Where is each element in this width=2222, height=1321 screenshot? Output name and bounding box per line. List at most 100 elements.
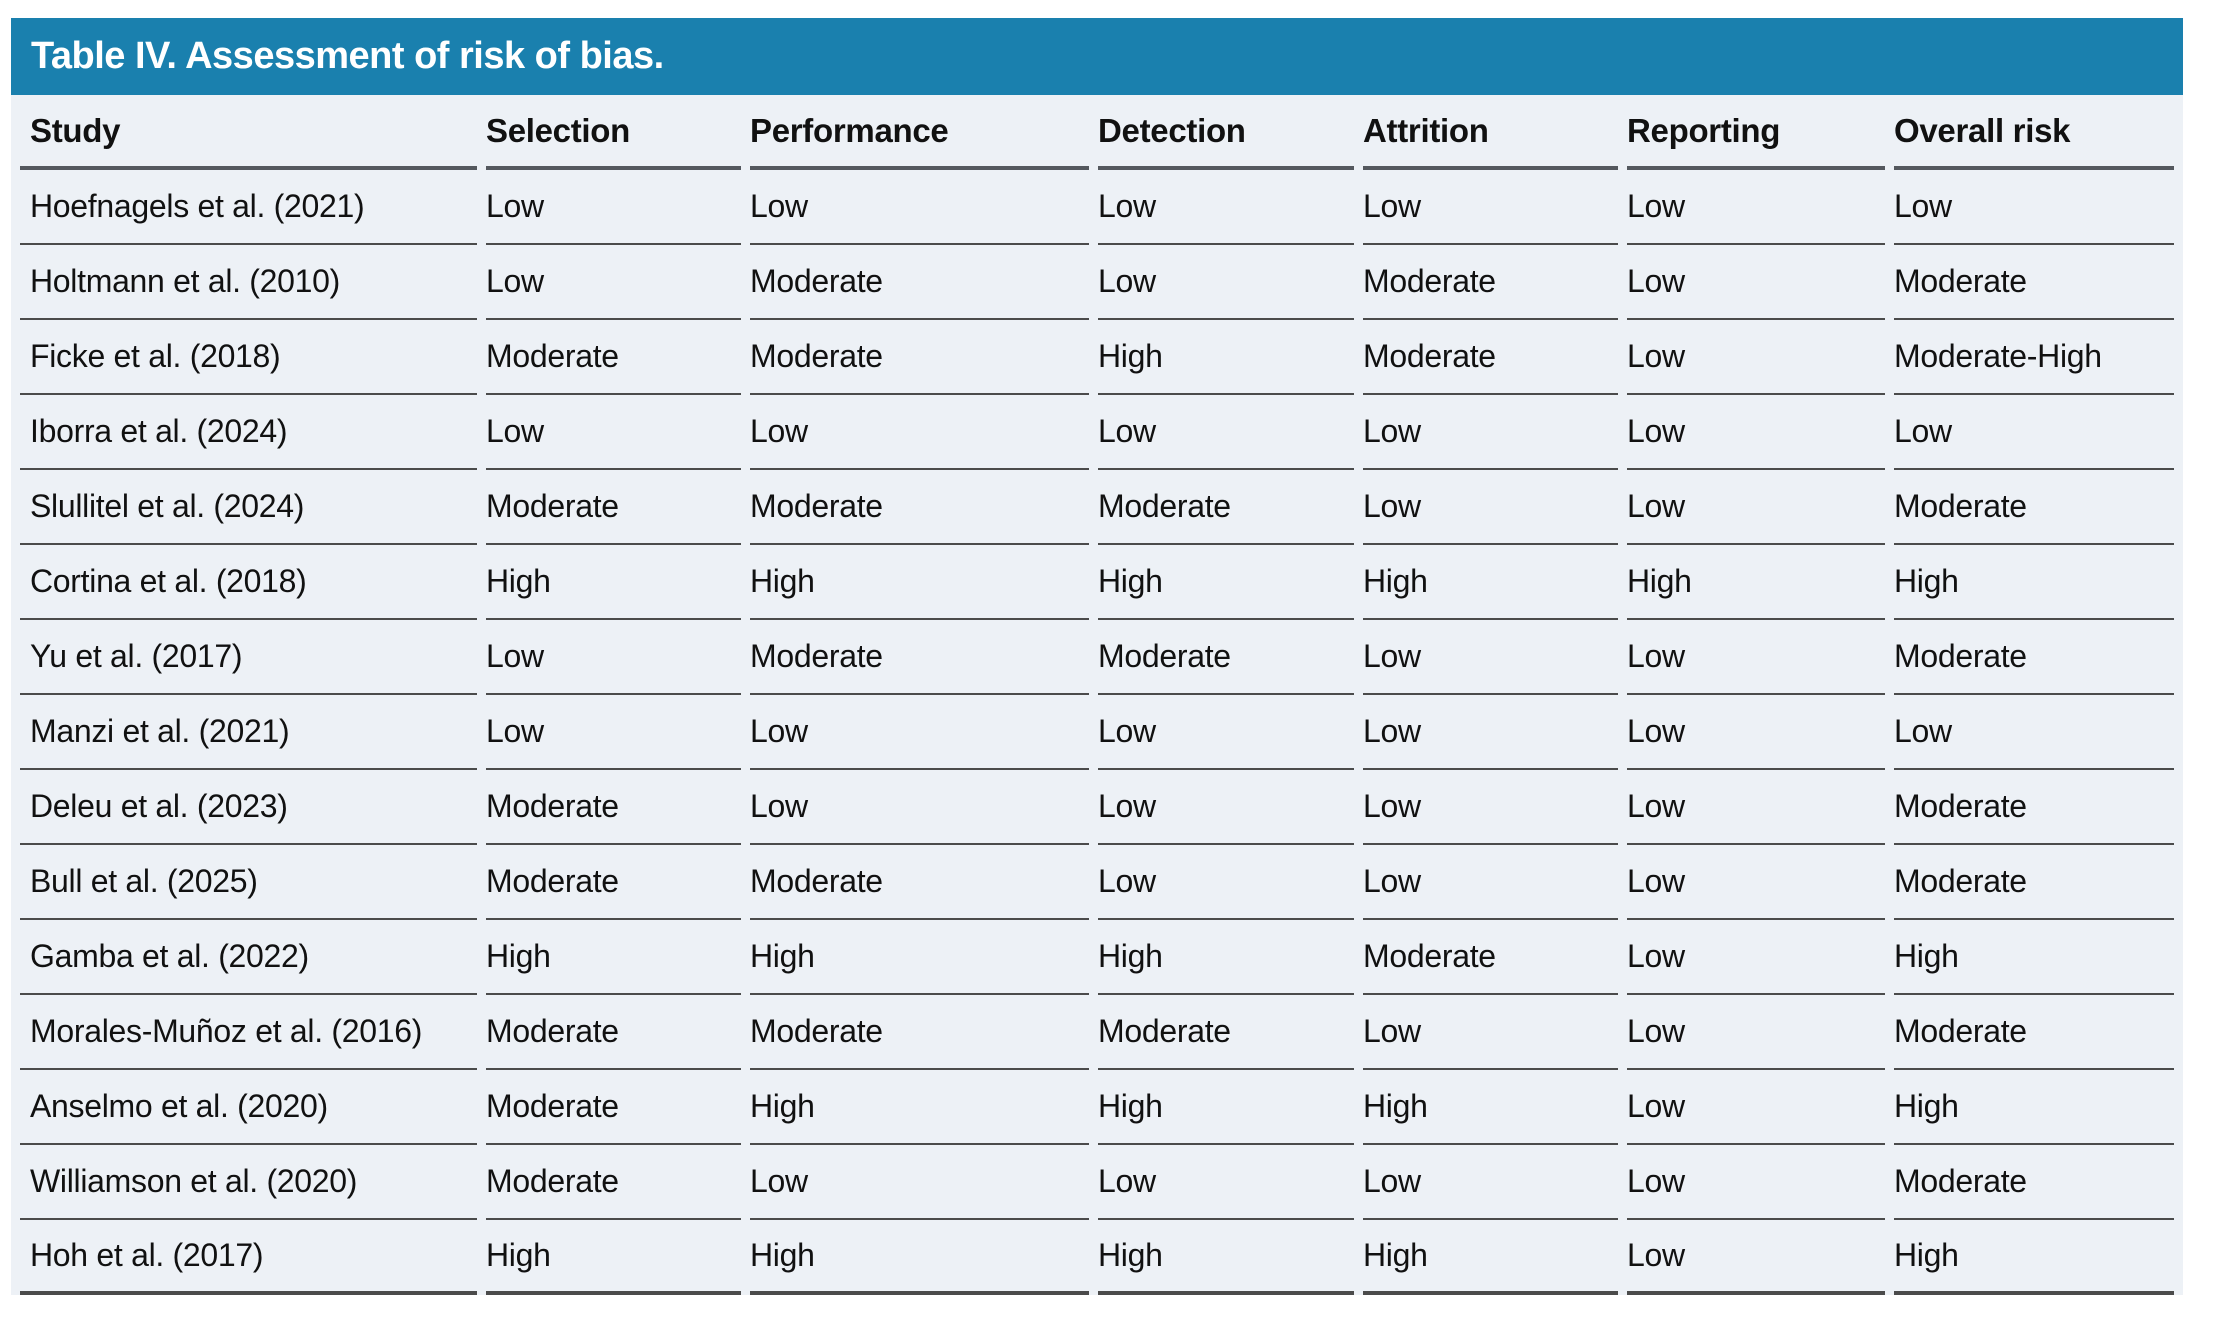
risk-cell: High <box>1363 545 1618 620</box>
column-header-selection: Selection <box>486 95 741 170</box>
risk-cell: Low <box>1363 770 1618 845</box>
risk-cell: Low <box>1627 170 1885 245</box>
risk-cell: Low <box>1627 395 1885 470</box>
risk-cell: Low <box>1363 170 1618 245</box>
risk-cell: High <box>750 545 1089 620</box>
table-row: Cortina et al. (2018) High High High High Hig… <box>20 545 2174 620</box>
risk-cell: Moderate <box>750 470 1089 545</box>
risk-cell: Low <box>1363 995 1618 1070</box>
risk-cell: Moderate <box>750 845 1089 920</box>
risk-cell: Low <box>1627 995 1885 1070</box>
risk-cell: Moderate <box>1363 320 1618 395</box>
risk-cell: Low <box>1627 1070 1885 1145</box>
risk-cell: High <box>1363 1070 1618 1145</box>
risk-cell: Moderate <box>750 320 1089 395</box>
risk-cell: Low <box>1627 320 1885 395</box>
risk-cell: Moderate <box>486 995 741 1070</box>
risk-cell: High <box>1098 1220 1354 1295</box>
risk-cell: High <box>1894 920 2174 995</box>
header-row: Study Selection Performance Detection At… <box>20 95 2174 170</box>
risk-cell: Low <box>750 395 1089 470</box>
risk-cell: Low <box>1363 395 1618 470</box>
risk-cell: High <box>486 545 741 620</box>
study-cell: Gamba et al. (2022) <box>20 920 477 995</box>
risk-cell: High <box>750 1070 1089 1145</box>
risk-cell: Low <box>1098 395 1354 470</box>
table-row: Anselmo et al. (2020) Moderate High High Hig… <box>20 1070 2174 1145</box>
risk-cell: Moderate <box>486 320 741 395</box>
table-row: Morales-Muñoz et al. (2016) Moderate Moder… <box>20 995 2174 1070</box>
risk-cell: Low <box>1627 245 1885 320</box>
risk-cell: Moderate <box>1098 995 1354 1070</box>
table-row: Holtmann et al. (2010) Low Moderate Low Mode… <box>20 245 2174 320</box>
risk-cell: Moderate-High <box>1894 320 2174 395</box>
table-row: Deleu et al. (2023) Moderate Low Low Low Low M… <box>20 770 2174 845</box>
table-row: Bull et al. (2025) Moderate Moderate Low Low… <box>20 845 2174 920</box>
risk-cell: Moderate <box>1098 470 1354 545</box>
study-cell: Hoefnagels et al. (2021) <box>20 170 477 245</box>
risk-cell: Low <box>1627 920 1885 995</box>
risk-cell: High <box>1894 1220 2174 1295</box>
study-cell: Hoh et al. (2017) <box>20 1220 477 1295</box>
risk-cell: Moderate <box>750 245 1089 320</box>
risk-cell: Low <box>750 695 1089 770</box>
table-row: Hoefnagels et al. (2021) Low Low Low Low Low L… <box>20 170 2174 245</box>
risk-cell: Low <box>1894 395 2174 470</box>
risk-cell: High <box>486 920 741 995</box>
risk-cell: Moderate <box>1363 245 1618 320</box>
study-cell: Iborra et al. (2024) <box>20 395 477 470</box>
study-cell: Anselmo et al. (2020) <box>20 1070 477 1145</box>
risk-cell: High <box>1098 1070 1354 1145</box>
study-cell: Yu et al. (2017) <box>20 620 477 695</box>
risk-cell: Low <box>1098 245 1354 320</box>
risk-cell: Moderate <box>486 470 741 545</box>
risk-cell: Moderate <box>486 1070 741 1145</box>
risk-cell: High <box>1894 1070 2174 1145</box>
risk-cell: Low <box>1363 845 1618 920</box>
study-cell: Cortina et al. (2018) <box>20 545 477 620</box>
risk-cell: Moderate <box>1363 920 1618 995</box>
risk-cell: Low <box>1363 470 1618 545</box>
table-row: Iborra et al. (2024) Low Low Low Low Low Low <box>20 395 2174 470</box>
risk-cell: Moderate <box>1894 995 2174 1070</box>
risk-cell: Low <box>486 170 741 245</box>
risk-cell: High <box>1894 545 2174 620</box>
risk-cell: Low <box>1894 695 2174 770</box>
risk-cell: Moderate <box>486 1145 741 1220</box>
risk-cell: Low <box>1627 620 1885 695</box>
table-row: Slullitel et al. (2024) Moderate Moderate M… <box>20 470 2174 545</box>
study-cell: Williamson et al. (2020) <box>20 1145 477 1220</box>
risk-cell: Low <box>1894 170 2174 245</box>
column-header-detection: Detection <box>1098 95 1354 170</box>
study-cell: Morales-Muñoz et al. (2016) <box>20 995 477 1070</box>
risk-cell: Low <box>1363 1145 1618 1220</box>
risk-cell: Low <box>486 395 741 470</box>
risk-cell: Low <box>1098 1145 1354 1220</box>
risk-cell: Low <box>1627 1145 1885 1220</box>
risk-cell: Low <box>750 170 1089 245</box>
risk-cell: Moderate <box>1098 620 1354 695</box>
risk-cell: High <box>750 1220 1089 1295</box>
risk-cell: Moderate <box>1894 845 2174 920</box>
risk-of-bias-table-figure: Table IV. Assessment of risk of bias. St… <box>11 18 2183 1295</box>
table-row: Ficke et al. (2018) Moderate Moderate High M… <box>20 320 2174 395</box>
risk-cell: Low <box>1098 845 1354 920</box>
table-title: Table IV. Assessment of risk of bias. <box>31 35 664 77</box>
column-header-overall-risk: Overall risk <box>1894 95 2174 170</box>
risk-cell: Low <box>1098 770 1354 845</box>
table-row: Yu et al. (2017) Low Moderate Moderate Low Lo… <box>20 620 2174 695</box>
study-cell: Ficke et al. (2018) <box>20 320 477 395</box>
risk-cell: High <box>750 920 1089 995</box>
risk-cell: Moderate <box>1894 770 2174 845</box>
table-row: Hoh et al. (2017) High High High High Low High <box>20 1220 2174 1295</box>
column-header-study: Study <box>20 95 477 170</box>
risk-cell: Low <box>1627 470 1885 545</box>
table-row: Manzi et al. (2021) Low Low Low Low Low Low <box>20 695 2174 770</box>
risk-cell: Low <box>750 1145 1089 1220</box>
risk-cell: Moderate <box>1894 470 2174 545</box>
risk-cell: Moderate <box>750 620 1089 695</box>
risk-cell: Low <box>1363 695 1618 770</box>
risk-cell: Low <box>1098 695 1354 770</box>
risk-cell: High <box>1098 545 1354 620</box>
study-cell: Holtmann et al. (2010) <box>20 245 477 320</box>
